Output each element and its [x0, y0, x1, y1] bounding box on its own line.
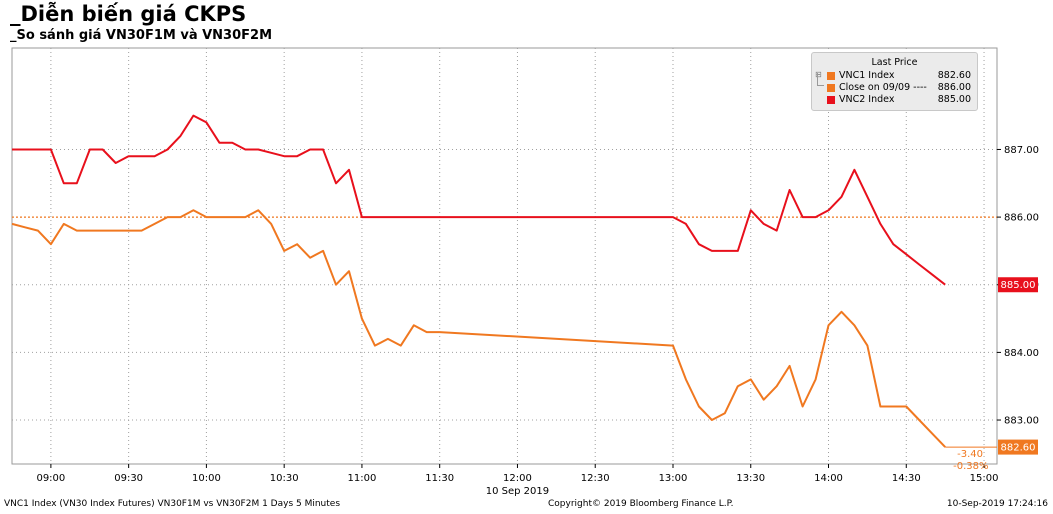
change-value: -3.40: [957, 449, 983, 460]
x-tick-label: 12:00: [503, 473, 532, 484]
footer-copyright: Copyright© 2019 Bloomberg Finance L.P.: [548, 499, 734, 509]
x-tick-label: 09:00: [36, 473, 65, 484]
x-tick-label: 09:30: [114, 473, 143, 484]
change-percent: -0.38%: [953, 461, 988, 472]
x-tick-label: 11:30: [425, 473, 454, 484]
y-tick-label: 884.00: [1004, 348, 1039, 359]
chart-legend[interactable]: Last Price ⊟ VNC1 Index 882.60 Close on …: [811, 52, 978, 111]
legend-label: VNC2 Index: [839, 94, 895, 105]
legend-swatch-vnc1: [827, 72, 835, 80]
legend-label: VNC1 Index: [839, 70, 895, 81]
legend-header: Last Price: [871, 57, 918, 68]
x-tick-label: 10:30: [270, 473, 299, 484]
legend-item-vnc1[interactable]: VNC1 Index 882.60: [827, 70, 971, 82]
legend-swatch-close: [827, 84, 835, 92]
x-tick-label: 13:00: [659, 473, 688, 484]
last-price-tag: [998, 277, 1038, 293]
footer-timestamp: 10-Sep-2019 17:24:16: [946, 499, 1048, 509]
legend-label: Close on 09/09 ----: [839, 82, 927, 93]
last-price-tag-label: 882.60: [1001, 443, 1036, 454]
series-line-vnc1-index: [11, 209, 946, 448]
legend-value: 885.00: [937, 94, 971, 105]
x-tick-label: 11:00: [348, 473, 377, 484]
x-tick-label: 14:00: [814, 473, 843, 484]
legend-value: 886.00: [937, 82, 971, 93]
legend-swatch-vnc2: [827, 96, 835, 104]
y-tick-label: 886.00: [1004, 213, 1039, 224]
last-price-tag: [998, 439, 1038, 455]
legend-group-bracket: [817, 73, 824, 86]
legend-value: 882.60: [937, 70, 971, 81]
x-date-label: 10 Sep 2019: [486, 486, 549, 497]
x-tick-label: 13:30: [736, 473, 765, 484]
legend-item-vnc2[interactable]: VNC2 Index 885.00: [827, 94, 971, 106]
chart-subtitle: _So sánh giá VN30F1M và VN30F2M: [10, 28, 273, 43]
y-tick-label: 883.00: [1004, 416, 1039, 427]
collapse-icon[interactable]: ⊟: [815, 70, 822, 79]
last-price-tag-label: 885.00: [1001, 280, 1036, 291]
footer-description: VNC1 Index (VN30 Index Futures) VN30F1M …: [4, 499, 341, 509]
series-line-vnc2-index: [12, 114, 946, 286]
x-tick-label: 15:00: [970, 473, 999, 484]
chart-title: _Diễn biến giá CKPS: [10, 2, 247, 26]
plot-area: [11, 47, 998, 465]
legend-item-close[interactable]: Close on 09/09 ---- 886.00: [827, 82, 971, 94]
x-tick-label: 14:30: [892, 473, 921, 484]
y-tick-label: 887.00: [1004, 145, 1039, 156]
x-tick-label: 12:30: [581, 473, 610, 484]
x-tick-label: 10:00: [192, 473, 221, 484]
